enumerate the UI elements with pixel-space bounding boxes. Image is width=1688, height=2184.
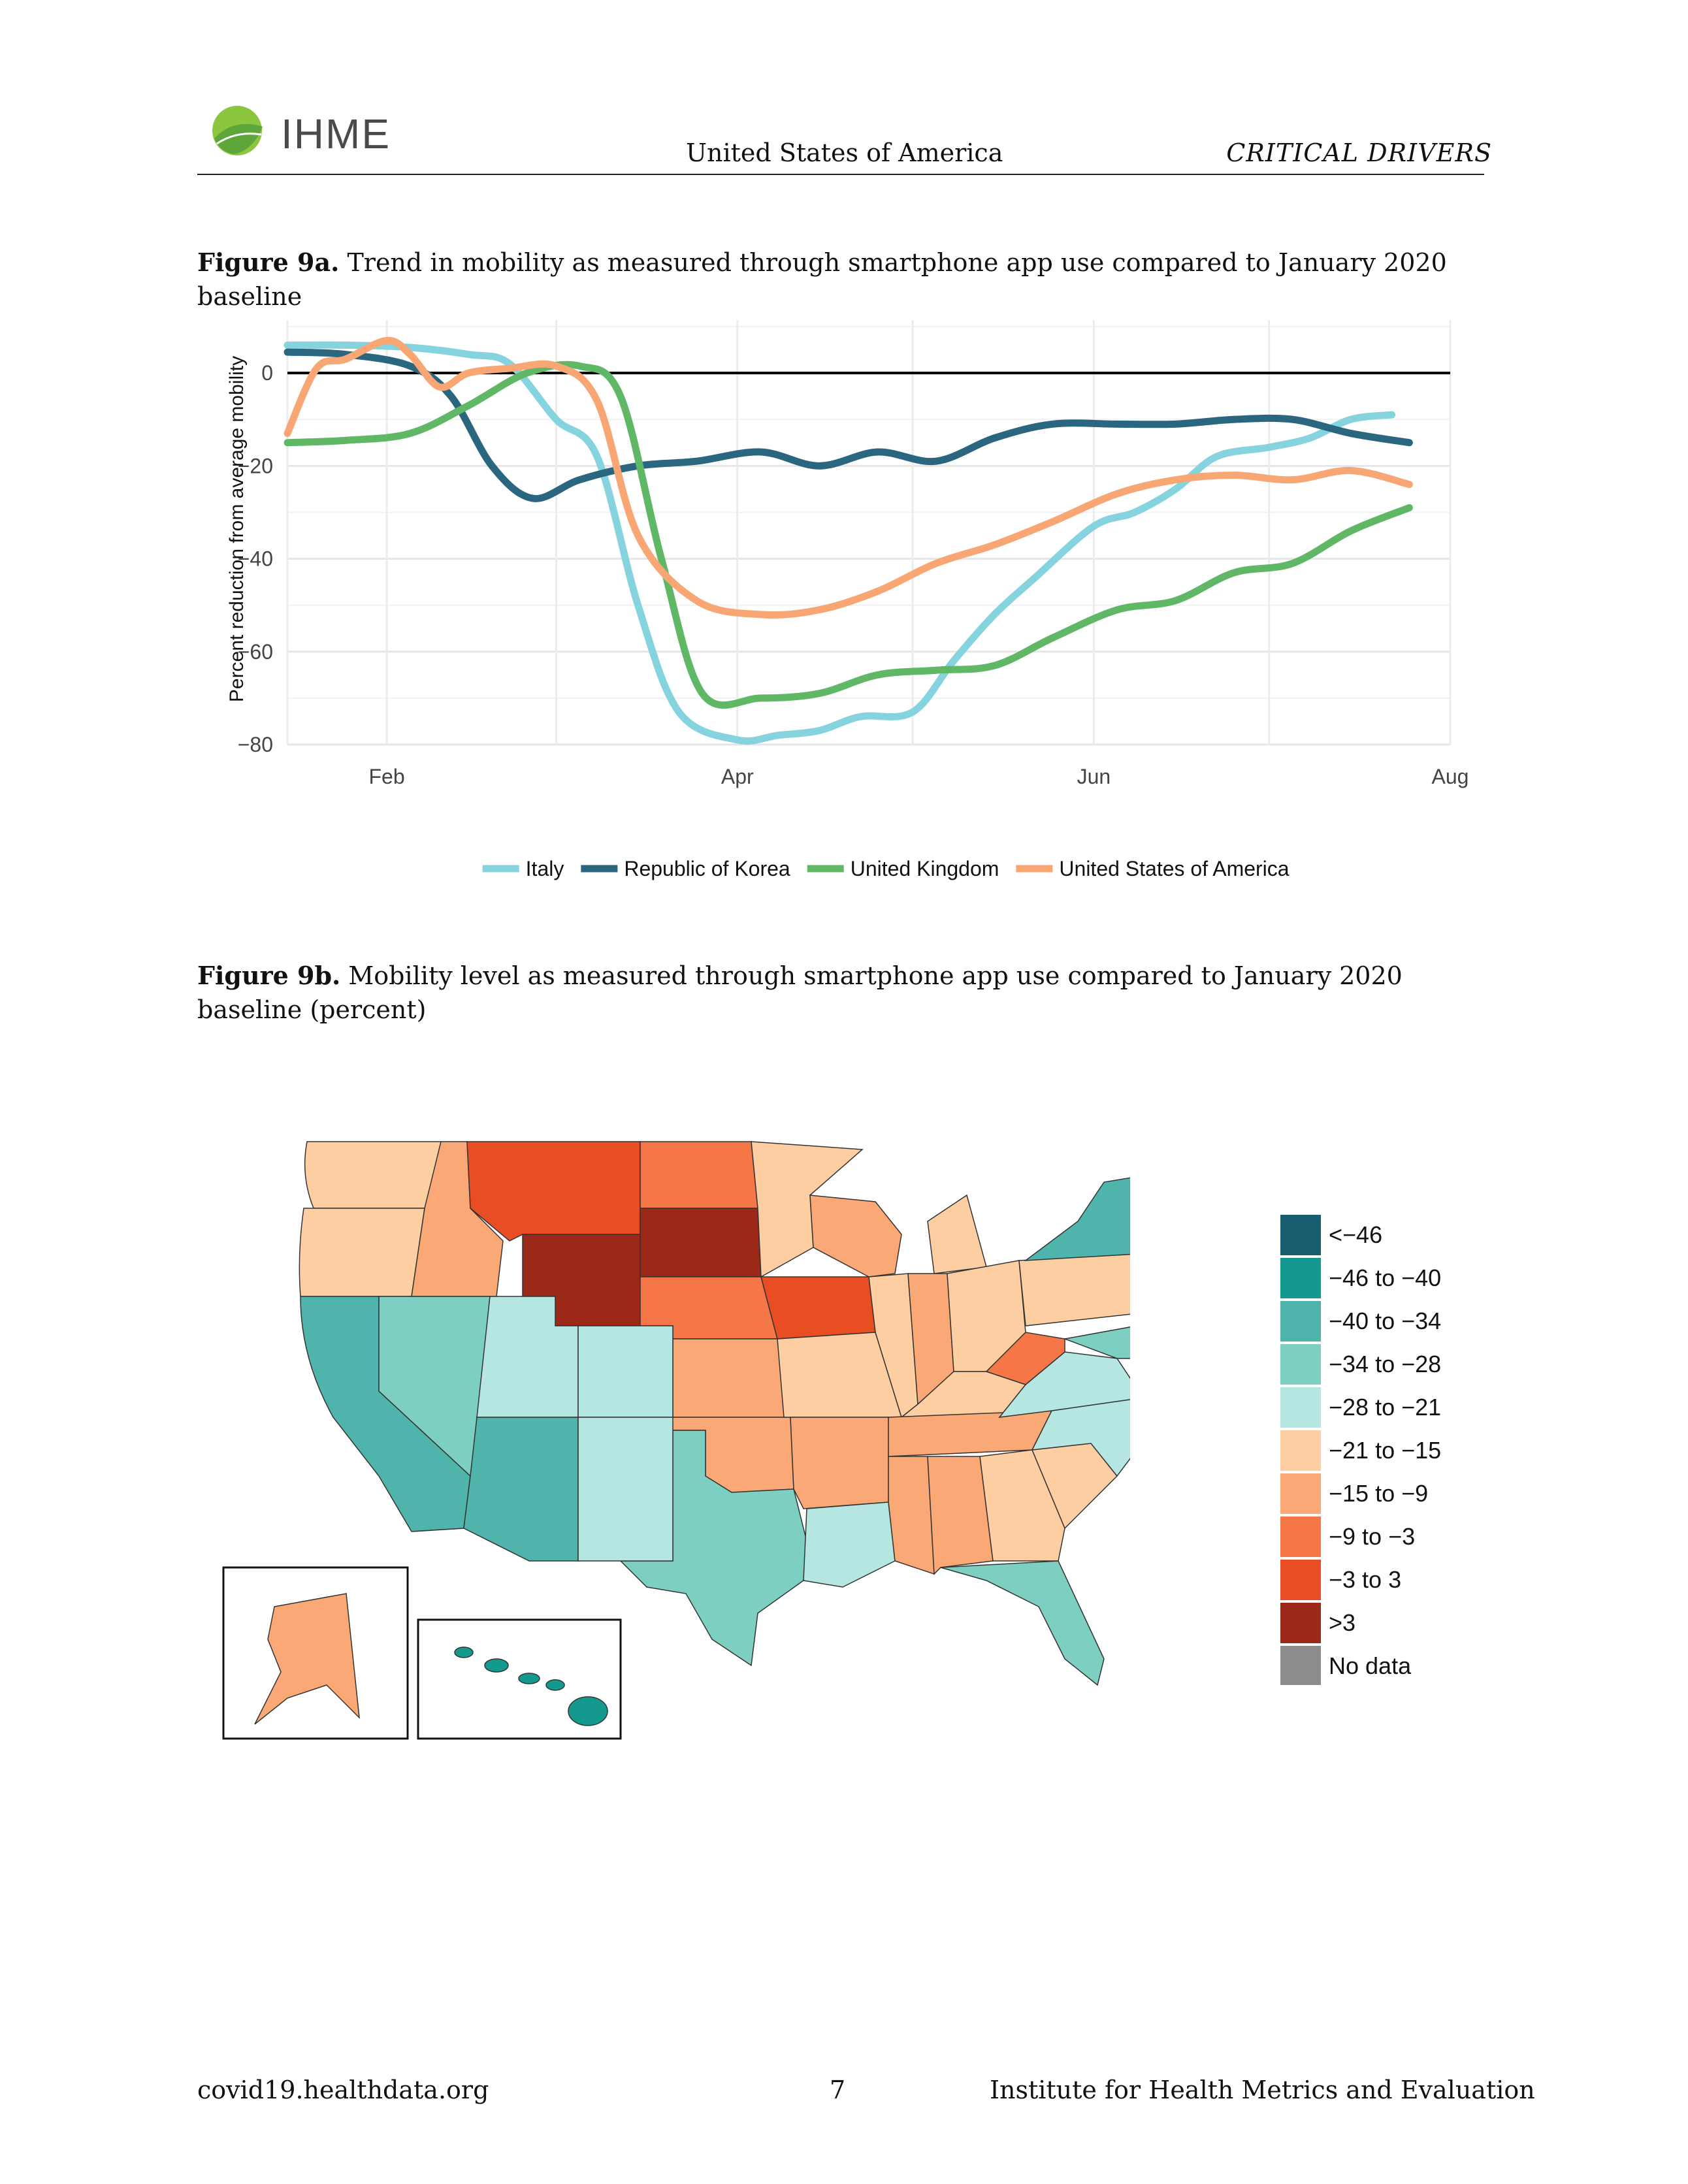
state-south-dakota bbox=[640, 1208, 762, 1277]
state-arizona bbox=[463, 1417, 579, 1562]
legend-label-republic-of-korea: Republic of Korea bbox=[624, 857, 790, 880]
footer-institute: Institute for Health Metrics and Evaluat… bbox=[990, 2076, 1535, 2104]
legend-bin-label: −15 to −9 bbox=[1329, 1480, 1428, 1507]
state-north-dakota bbox=[640, 1141, 758, 1209]
legend-swatch bbox=[1280, 1258, 1321, 1298]
y-tick-label: −20 bbox=[238, 454, 273, 477]
legend-swatch bbox=[1280, 1215, 1321, 1255]
figure-9b-caption: Figure 9b. Mobility level as measured th… bbox=[197, 959, 1484, 1027]
legend-bin-label: >3 bbox=[1329, 1609, 1355, 1636]
figure-9a-text: Trend in mobility as measured through sm… bbox=[197, 248, 1447, 311]
state-new-york bbox=[1024, 1177, 1130, 1261]
legend-swatch bbox=[1280, 1301, 1321, 1341]
mobility-trend-chart: 0 −20 −40 −60 −80 Feb Apr Jun Aug Percent reduc… bbox=[226, 320, 1469, 880]
state-maryland bbox=[1063, 1326, 1130, 1359]
state-florida bbox=[940, 1560, 1105, 1686]
legend-swatch bbox=[1280, 1473, 1321, 1514]
legend-label-united-kingdom: United Kingdom bbox=[851, 857, 999, 880]
x-tick-label: Aug bbox=[1432, 765, 1469, 788]
legend-bin-label: −34 to −28 bbox=[1329, 1351, 1441, 1377]
figure-9a-caption: Figure 9a. Trend in mobility as measured… bbox=[197, 246, 1484, 313]
alaska-inset-frame bbox=[222, 1566, 409, 1740]
x-tick-label: Feb bbox=[368, 765, 404, 788]
state-tennessee bbox=[888, 1410, 1053, 1457]
legend-swatch bbox=[1280, 1344, 1321, 1385]
series-line-united-kingdom bbox=[284, 361, 1413, 709]
chart-legend: Italy Republic of Korea United Kingdom Unit… bbox=[482, 857, 1290, 880]
header-section: CRITICAL DRIVERS bbox=[1226, 138, 1492, 167]
legend-bin-label: <−46 bbox=[1329, 1221, 1382, 1248]
y-tick-label: −60 bbox=[238, 640, 273, 664]
state-west-virginia bbox=[985, 1332, 1065, 1385]
series-line-republic-of-korea bbox=[284, 348, 1413, 502]
state-iowa bbox=[760, 1276, 876, 1340]
map-legend: <−46 −46 to −40 −40 to −34 −34 to −28 −28 to… bbox=[1280, 1215, 1441, 1685]
state-new-mexico bbox=[577, 1417, 674, 1562]
legend-swatch bbox=[1280, 1517, 1321, 1557]
footer-page-number: 7 bbox=[830, 2076, 846, 2104]
y-axis-ticks: 0 −20 −40 −60 −80 bbox=[238, 361, 273, 756]
state-alaska bbox=[254, 1593, 360, 1725]
y-tick-label: −80 bbox=[238, 733, 273, 756]
us-mobility-map bbox=[222, 1141, 1130, 1740]
state-michigan bbox=[927, 1194, 987, 1274]
x-tick-label: Apr bbox=[721, 765, 754, 788]
state-montana bbox=[466, 1141, 641, 1242]
ihme-logo bbox=[212, 106, 263, 155]
y-tick-label: 0 bbox=[261, 361, 273, 385]
legend-bin-label: −40 to −34 bbox=[1329, 1308, 1441, 1334]
legend-swatch bbox=[1280, 1560, 1321, 1600]
state-hawaii bbox=[454, 1646, 608, 1726]
state-louisiana bbox=[803, 1502, 896, 1588]
x-tick-label: Jun bbox=[1077, 765, 1111, 788]
state-mississippi bbox=[888, 1456, 935, 1575]
legend-bin-label: −46 to −40 bbox=[1329, 1264, 1441, 1291]
x-axis-ticks: Feb Apr Jun Aug bbox=[368, 765, 1469, 788]
legend-swatch bbox=[1280, 1603, 1321, 1643]
legend-bin-label: −28 to −21 bbox=[1329, 1394, 1441, 1421]
legend-label-italy: Italy bbox=[526, 857, 564, 880]
header-rule bbox=[197, 174, 1484, 175]
legend-swatch bbox=[1280, 1430, 1321, 1471]
legend-bin-label: −21 to −15 bbox=[1329, 1437, 1441, 1464]
state-pennsylvania bbox=[1018, 1253, 1130, 1326]
legend-label-united-states-of-america: United States of America bbox=[1059, 857, 1289, 880]
state-wisconsin bbox=[809, 1195, 902, 1277]
y-tick-label: −40 bbox=[238, 547, 273, 571]
state-kansas bbox=[672, 1338, 785, 1418]
header-country: United States of America bbox=[686, 138, 1003, 167]
hawaii-inset-frame bbox=[417, 1618, 622, 1740]
y-axis-label: Percent reduction from average mobility bbox=[226, 356, 248, 702]
legend-swatch bbox=[1280, 1646, 1321, 1685]
state-alabama bbox=[927, 1456, 994, 1575]
legend-bin-label: −3 to 3 bbox=[1329, 1566, 1401, 1593]
state-arkansas bbox=[790, 1417, 889, 1509]
state-washington bbox=[304, 1141, 442, 1209]
figure-9b-label: Figure 9b. bbox=[197, 961, 341, 990]
legend-bin-label: −9 to −3 bbox=[1329, 1523, 1415, 1550]
state-colorado bbox=[577, 1325, 674, 1418]
map-states bbox=[299, 1141, 1130, 1686]
series-line-united-states-of-america bbox=[284, 336, 1413, 619]
footer-website[interactable]: covid19.healthdata.org bbox=[197, 2076, 489, 2104]
legend-bin-label: No data bbox=[1329, 1652, 1412, 1679]
chart-series bbox=[284, 336, 1413, 745]
figure-9a-label: Figure 9a. bbox=[197, 248, 340, 277]
legend-swatch bbox=[1280, 1387, 1321, 1428]
logo-text: IHME bbox=[281, 110, 391, 157]
state-oregon bbox=[299, 1208, 425, 1297]
figure-9b-text: Mobility level as measured through smart… bbox=[197, 961, 1403, 1024]
